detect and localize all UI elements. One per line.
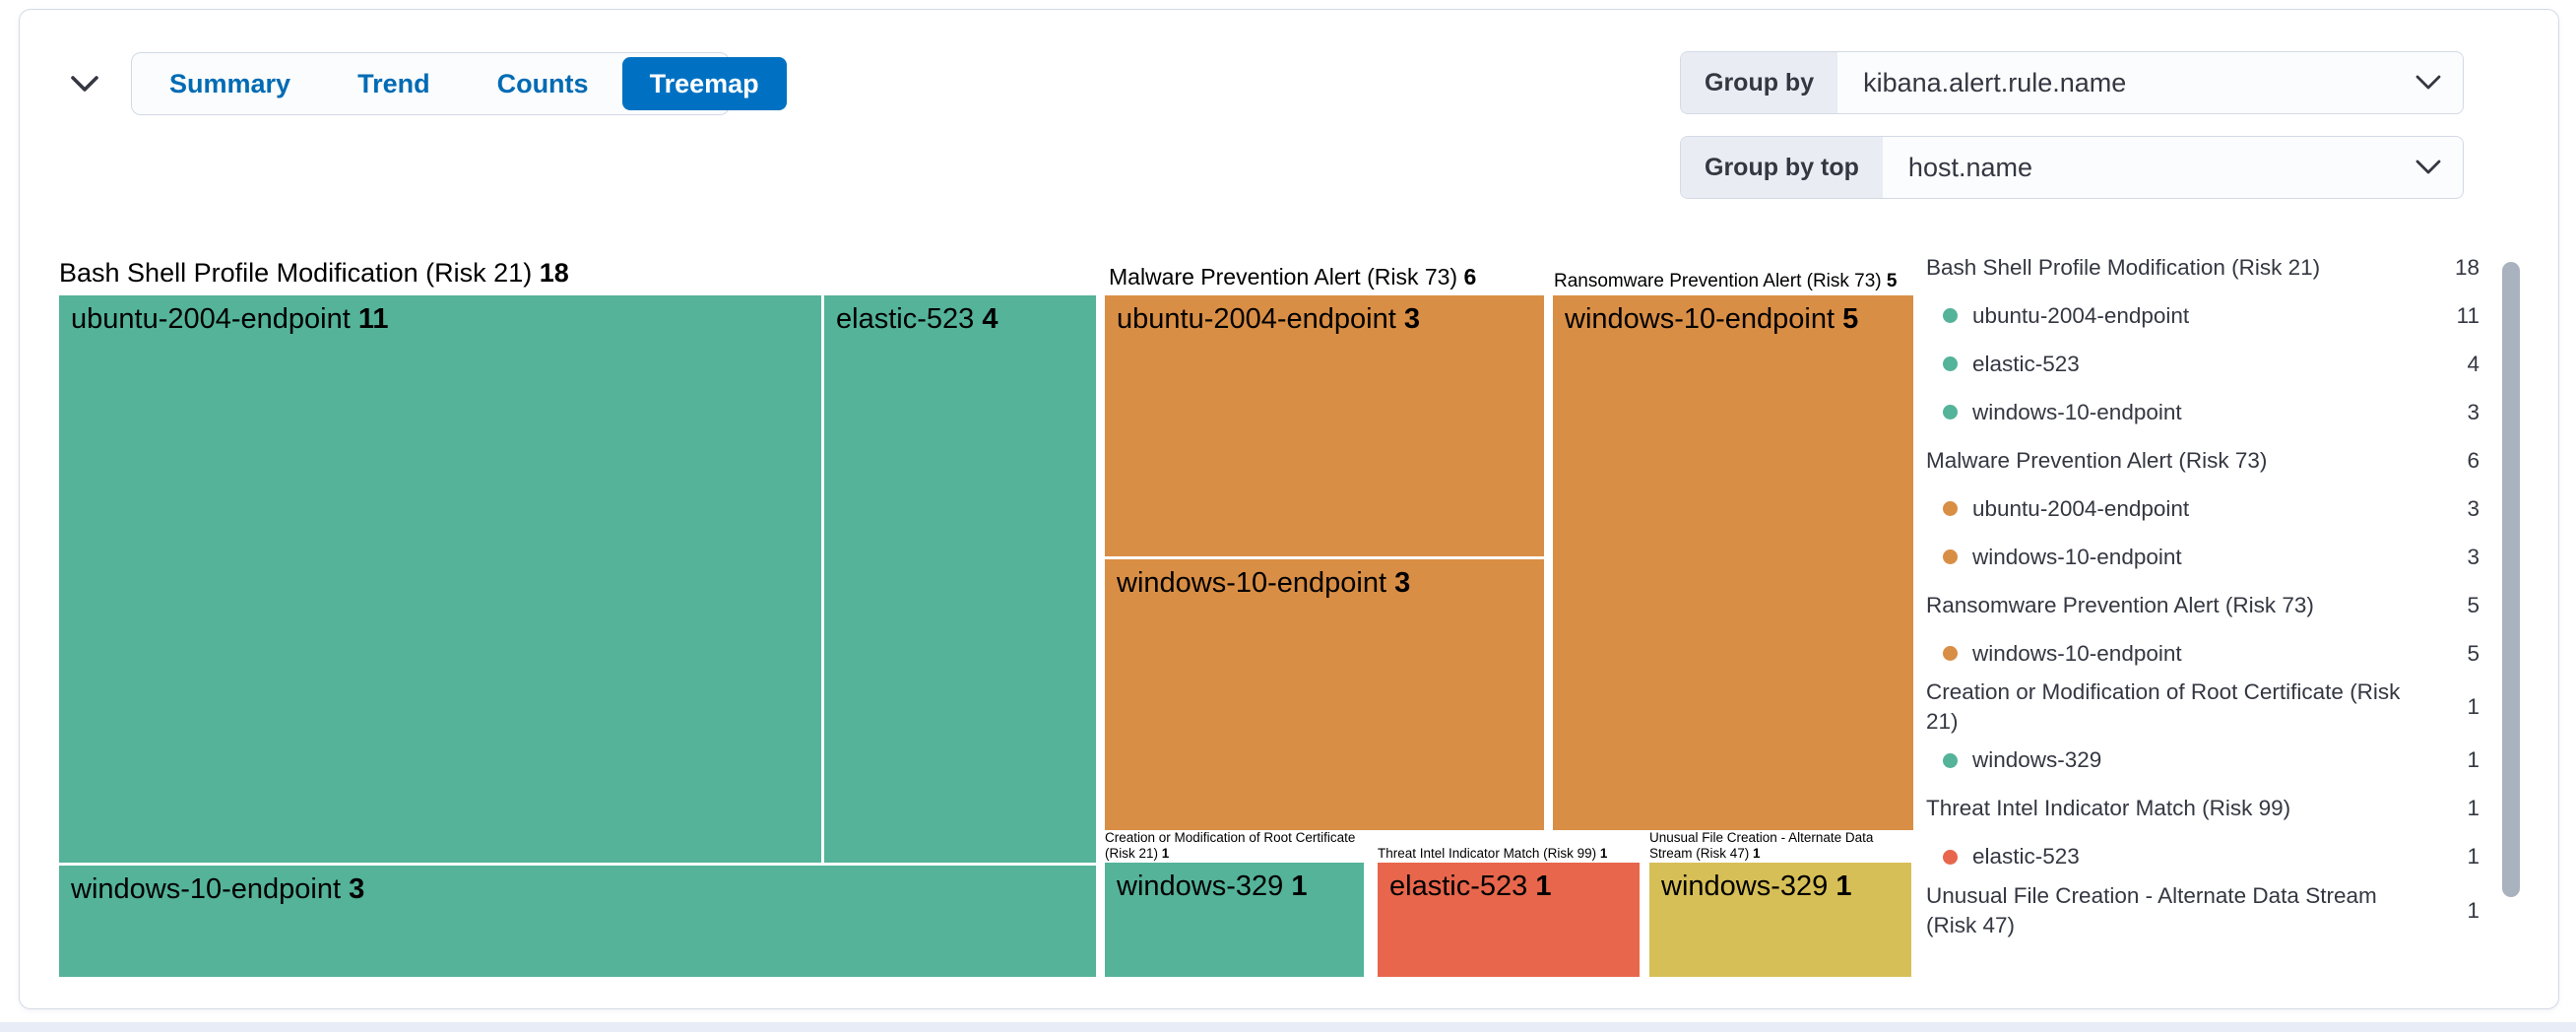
- treemap-group-header-bash-shell: Bash Shell Profile Modification (Risk 21…: [59, 258, 569, 288]
- legend-host-item[interactable]: windows-329 1: [1926, 737, 2479, 785]
- treemap-cell-ransomware-windows[interactable]: windows-10-endpoint 5: [1553, 295, 1913, 830]
- tab-summary[interactable]: Summary: [136, 57, 324, 110]
- legend-host-item[interactable]: windows-10-endpoint 3: [1926, 533, 2479, 581]
- legend-color-dot: [1943, 356, 1958, 371]
- legend-host-item[interactable]: elastic-523 1: [1926, 833, 2479, 881]
- view-mode-tab-group: Summary Trend Counts Treemap: [131, 52, 787, 115]
- group-by-select[interactable]: Group by kibana.alert.rule.name: [1680, 51, 2464, 114]
- legend-rule-item[interactable]: Malware Prevention Alert (Risk 73) 6: [1926, 447, 2479, 473]
- tab-counts[interactable]: Counts: [464, 57, 622, 110]
- tab-treemap[interactable]: Treemap: [621, 57, 787, 110]
- legend-rule-item[interactable]: Creation or Modification of Root Certifi…: [1926, 679, 2479, 734]
- tab-trend[interactable]: Trend: [324, 57, 464, 110]
- legend-color-dot: [1943, 405, 1958, 419]
- legend-rule-item[interactable]: Unusual File Creation - Alternate Data S…: [1926, 882, 2479, 937]
- legend-color-dot: [1943, 752, 1958, 768]
- treemap-cell-label: ubuntu-2004-endpoint 11: [71, 303, 389, 335]
- treemap-cell-bash-ubuntu[interactable]: ubuntu-2004-endpoint 11: [59, 295, 821, 863]
- treemap-cell-threat-intel-elastic[interactable]: elastic-523 1: [1378, 863, 1640, 977]
- treemap-cell-label: windows-329 1: [1117, 871, 1308, 902]
- treemap-cell-bash-windows[interactable]: windows-10-endpoint 3: [59, 866, 1096, 977]
- group-by-top-select[interactable]: Group by top host.name: [1680, 136, 2464, 199]
- legend-host-item[interactable]: windows-10-endpoint 5: [1926, 629, 2479, 677]
- chevron-down-icon: [70, 75, 99, 96]
- treemap-cell-malware-windows[interactable]: windows-10-endpoint 3: [1105, 559, 1544, 830]
- treemap-cell-malware-ubuntu[interactable]: ubuntu-2004-endpoint 3: [1105, 295, 1544, 556]
- treemap-cell-label: windows-329 1: [1661, 871, 1852, 902]
- legend-rule-item[interactable]: Ransomware Prevention Alert (Risk 73) 5: [1926, 592, 2479, 617]
- legend-color-dot: [1943, 646, 1958, 661]
- treemap-group-header-malware: Malware Prevention Alert (Risk 73) 6: [1109, 264, 1477, 290]
- treemap-group-header-ransomware: Ransomware Prevention Alert (Risk 73) 5: [1554, 271, 1898, 291]
- treemap-group-header-root-certificate: Creation or Modification of Root Certifi…: [1105, 830, 1356, 861]
- group-by-top-value: host.name: [1907, 152, 2032, 182]
- collapse-panel-button[interactable]: [59, 61, 110, 108]
- treemap-cell-unusual-file-windows329[interactable]: windows-329 1: [1649, 863, 1911, 977]
- legend-host-item[interactable]: ubuntu-2004-endpoint 3: [1926, 484, 2479, 533]
- treemap-cell-label: elastic-523 1: [1389, 871, 1552, 902]
- legend-scrollbar-thumb[interactable]: [2502, 262, 2520, 897]
- legend-host-item[interactable]: windows-10-endpoint 3: [1926, 388, 2479, 436]
- page-bottom-strip: [0, 1022, 2576, 1032]
- treemap-group-header-unusual-file: Unusual File Creation - Alternate Data S…: [1649, 830, 1874, 861]
- group-by-label: Group by: [1681, 52, 1838, 113]
- treemap-group-header-threat-intel: Threat Intel Indicator Match (Risk 99) 1: [1378, 846, 1608, 861]
- treemap-cell-label: windows-10-endpoint 3: [71, 873, 365, 905]
- chevron-down-icon: [2415, 137, 2463, 198]
- treemap-legend: Bash Shell Profile Modification (Risk 21…: [1926, 243, 2479, 940]
- treemap-cell-label: windows-10-endpoint 3: [1117, 567, 1411, 599]
- treemap-cell-bash-elastic[interactable]: elastic-523 4: [824, 295, 1096, 863]
- legend-rule-item[interactable]: Bash Shell Profile Modification (Risk 21…: [1926, 254, 2479, 280]
- legend-color-dot: [1943, 849, 1958, 865]
- treemap-cell-label: ubuntu-2004-endpoint 3: [1117, 303, 1421, 335]
- chevron-down-icon: [2415, 52, 2463, 113]
- legend-color-dot: [1943, 501, 1958, 516]
- group-by-value: kibana.alert.rule.name: [1863, 67, 2127, 97]
- legend-rule-item[interactable]: Threat Intel Indicator Match (Risk 99) 1: [1926, 796, 2479, 821]
- legend-color-dot: [1943, 308, 1958, 323]
- treemap-cell-label: elastic-523 4: [836, 303, 998, 335]
- group-by-top-label: Group by top: [1681, 137, 1883, 198]
- legend-host-item[interactable]: ubuntu-2004-endpoint 11: [1926, 291, 2479, 340]
- treemap-cell-label: windows-10-endpoint 5: [1565, 303, 1859, 335]
- legend-color-dot: [1943, 549, 1958, 564]
- treemap-cell-root-certificate-windows329[interactable]: windows-329 1: [1105, 863, 1364, 977]
- legend-host-item[interactable]: elastic-523 4: [1926, 340, 2479, 388]
- legend-scrollbar-track[interactable]: [2502, 246, 2520, 983]
